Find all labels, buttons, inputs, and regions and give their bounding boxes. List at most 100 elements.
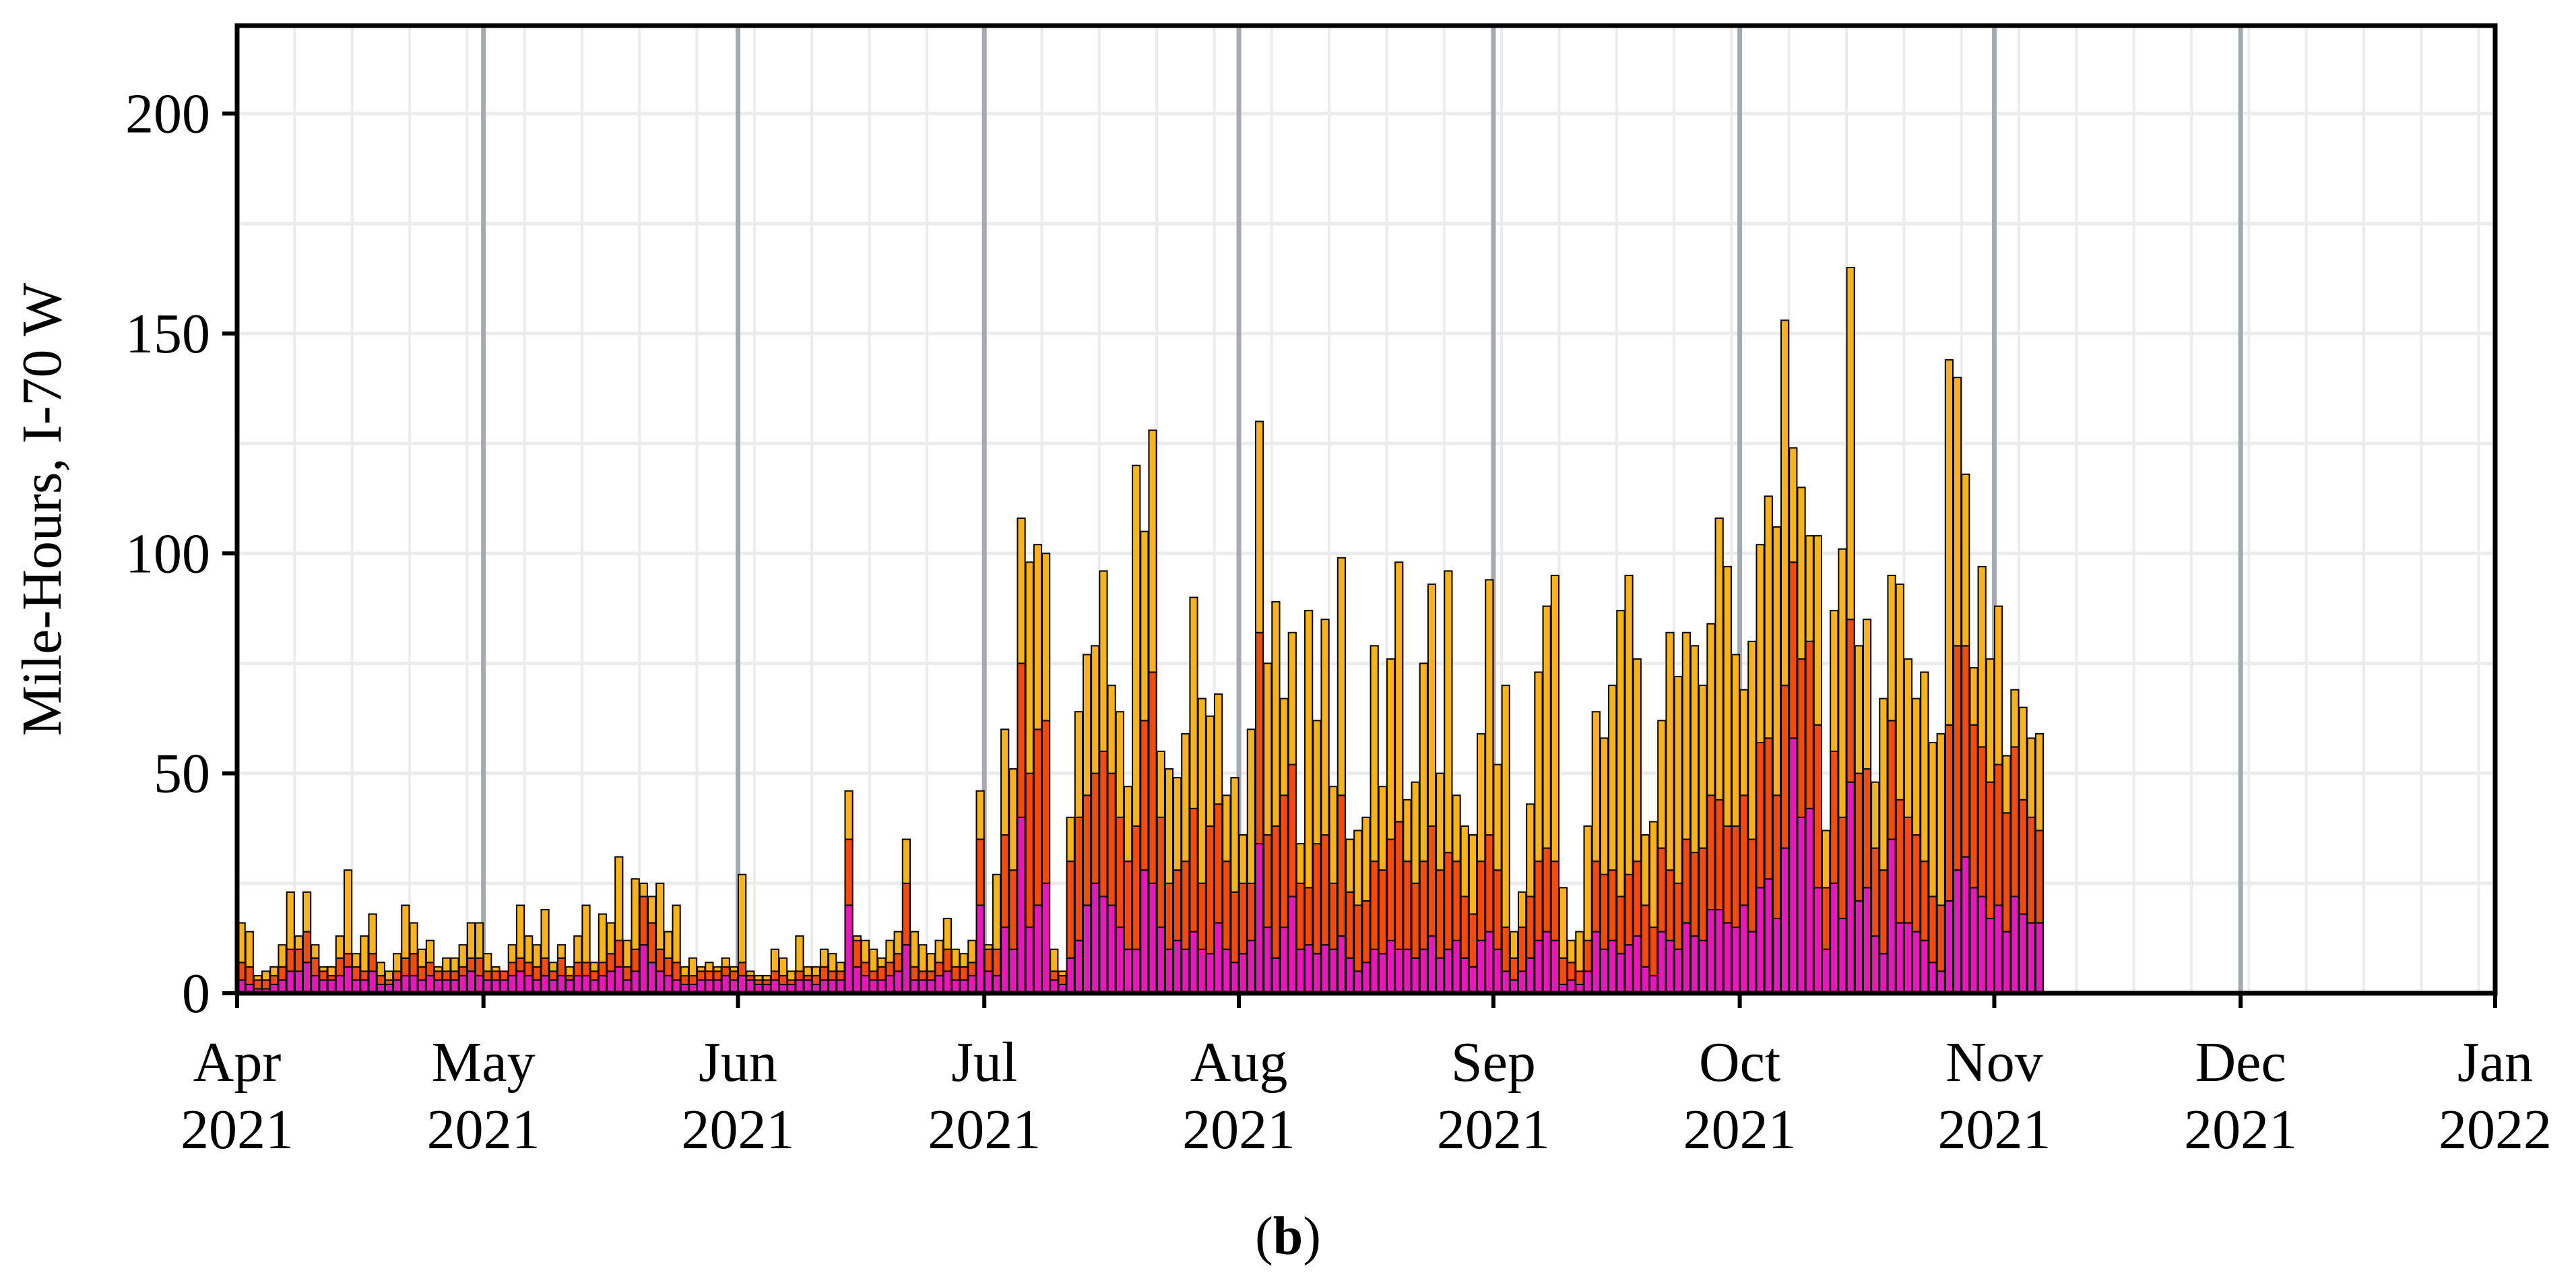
x-tick-label-month: Apr	[193, 1031, 282, 1094]
bar-segment-top	[1222, 794, 1231, 863]
bar-segment-top	[1328, 786, 1338, 884]
bar-segment-top	[1747, 640, 1757, 840]
bar-segment-bottom	[1181, 948, 1190, 995]
bar-segment-middle	[1887, 720, 1896, 840]
bar-segment-top	[1985, 658, 1995, 783]
bar-segment-bottom	[1632, 935, 1642, 995]
bar-segment-top	[664, 931, 673, 959]
bar-segment-middle	[1058, 974, 1067, 985]
bar-segment-middle	[368, 953, 377, 972]
bar-segment-bottom	[1526, 957, 1535, 995]
bar-segment-middle	[1189, 807, 1198, 933]
bar-segment-top	[540, 908, 550, 959]
bar-segment-middle	[1616, 896, 1625, 955]
bar-segment-top	[393, 953, 402, 972]
bar-segment-top	[1977, 565, 1987, 748]
bar-segment-bottom	[1936, 970, 1945, 995]
bar-segment-top	[1665, 631, 1675, 871]
bar-segment-bottom	[1279, 927, 1289, 995]
bar-segment-bottom	[1320, 944, 1330, 994]
bar-segment-bottom	[984, 970, 993, 995]
bar-segment-bottom	[631, 970, 640, 995]
bar-segment-top	[1287, 631, 1297, 765]
bar-segment-middle	[360, 970, 369, 981]
bar-segment-middle	[540, 957, 550, 976]
bar-segment-middle	[1722, 825, 1732, 924]
bar-segment-middle	[738, 962, 747, 976]
figure-caption: (b)	[0, 1206, 2576, 1268]
bar-segment-top	[401, 904, 410, 959]
bar-segment-bottom	[1008, 948, 1018, 995]
bar-segment-top	[2026, 737, 2036, 818]
bar-segment-bottom	[1460, 957, 1469, 995]
bar-segment-bottom	[1649, 974, 1659, 994]
bar-segment-bottom	[515, 970, 525, 995]
bar-segment-middle	[556, 957, 567, 976]
bar-segment-middle	[1567, 962, 1576, 981]
bar-segment-bottom	[1534, 939, 1543, 994]
bar-segment-middle	[1534, 860, 1543, 941]
bar-segment-top	[1008, 768, 1018, 871]
bar-segment-middle	[1222, 860, 1231, 950]
bar-segment-top	[1993, 605, 2003, 765]
bar-segment-top	[688, 957, 698, 976]
bar-segment-bottom	[425, 974, 435, 994]
bar-segment-top	[2034, 732, 2044, 832]
bar-segment-bottom	[409, 974, 418, 994]
bar-segment-middle	[672, 962, 681, 981]
bar-segment-top	[1460, 825, 1469, 898]
bar-segment-bottom	[2018, 913, 2028, 994]
y-axis-title: Mile-Hours, I-70 W	[11, 282, 73, 736]
bar-segment-middle	[869, 970, 878, 981]
bar-segment-bottom	[1123, 948, 1133, 995]
bar-segment-middle	[1969, 724, 1978, 889]
bar-segment-bottom	[1550, 939, 1559, 994]
bar-segment-top	[1205, 715, 1215, 827]
bar-segment-top	[1846, 267, 1855, 621]
bar-segment-bottom	[1731, 927, 1741, 995]
bar-segment-bottom	[614, 966, 624, 994]
bar-segment-bottom	[885, 974, 895, 994]
bar-segment-top	[589, 962, 599, 972]
bar-segment-middle	[959, 966, 969, 981]
bar-segment-top	[458, 944, 468, 968]
bar-segment-middle	[1485, 834, 1494, 933]
bar-segment-middle	[1295, 882, 1306, 950]
bar-segment-top	[729, 966, 739, 972]
bar-segment-top	[581, 904, 591, 964]
bar-segment-middle	[434, 970, 443, 981]
bar-segment-top	[811, 966, 820, 976]
bar-segment-middle	[1345, 891, 1355, 959]
bar-segment-top	[1805, 535, 1814, 642]
x-tick-label-month: Dec	[2195, 1031, 2286, 1094]
bar-segment-top	[1058, 970, 1067, 976]
bar-segment-middle	[253, 979, 263, 990]
bar-segment-bottom	[573, 974, 583, 994]
bar-segment-bottom	[1173, 939, 1182, 994]
bar-segment-top	[1961, 473, 1970, 647]
bar-segment-bottom	[639, 944, 648, 994]
x-tick-label-year: 2021	[1182, 1098, 1295, 1161]
bar-segment-top	[1854, 645, 1863, 774]
bar-segment-top	[1912, 697, 1921, 836]
bar-segment-top	[1361, 816, 1371, 902]
bar-segment-middle	[1041, 720, 1051, 884]
bar-segment-top	[565, 966, 575, 976]
bar-segment-middle	[1000, 834, 1010, 929]
bar-segment-middle	[294, 948, 304, 972]
bar-segment-middle	[1107, 772, 1116, 906]
bar-segment-middle	[1066, 860, 1075, 959]
x-tick-label-year: 2022	[2439, 1098, 2552, 1161]
bar-segment-top	[1698, 685, 1708, 849]
bar-segment-bottom	[1312, 953, 1322, 994]
bar-segment-middle	[1008, 869, 1018, 950]
bar-segment-top	[1567, 939, 1576, 964]
bar-segment-middle	[1279, 794, 1289, 929]
bar-segment-top	[1411, 781, 1420, 884]
bar-segment-middle	[1082, 794, 1092, 906]
bar-segment-middle	[1797, 658, 1806, 818]
bar-segment-top	[1444, 570, 1453, 854]
bar-segment-middle	[1821, 887, 1831, 950]
bar-segment-bottom	[1673, 948, 1683, 995]
